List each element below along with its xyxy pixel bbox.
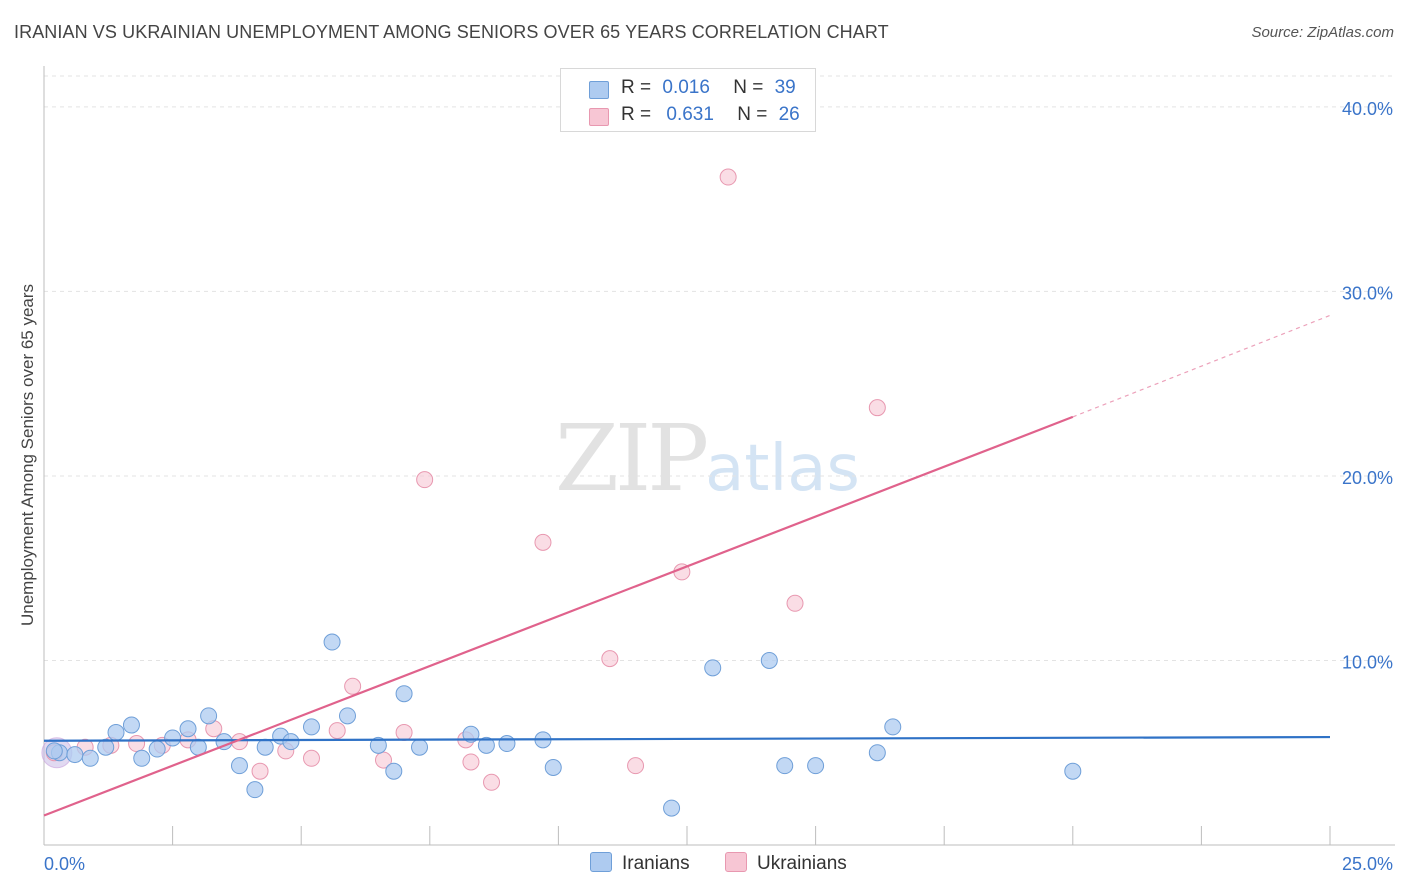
- ukrainians-point-23: [719, 168, 737, 186]
- legend-r-label: R =: [621, 104, 652, 125]
- legend-r-label: R =: [621, 77, 652, 98]
- iranians-point-36: [884, 718, 902, 736]
- ukrainians-point-24: [786, 594, 804, 612]
- ukrainians-point-19: [534, 533, 552, 551]
- legend-n-value-iranians: 39: [774, 77, 796, 98]
- ukrainians-point-25: [868, 399, 886, 417]
- iranians-point-7: [148, 740, 166, 758]
- iranians-point-31: [704, 659, 722, 677]
- ukrainians-trend-extension: [1072, 314, 1331, 418]
- bottom-legend-ukrainians: Ukrainians: [725, 852, 847, 875]
- chart-title: IRANIAN VS UKRAINIAN UNEMPLOYMENT AMONG …: [14, 22, 889, 42]
- iranians-point-29: [544, 759, 562, 776]
- legend-swatch-iranians: [589, 81, 609, 99]
- iranians-point-6: [133, 749, 151, 767]
- iranians-trend-line: [43, 735, 1331, 742]
- y-tick-label-2: 30.0%: [1342, 283, 1393, 303]
- y-tick-label-0: 10.0%: [1342, 652, 1393, 672]
- ukrainians-point-3: [128, 735, 146, 753]
- ukrainians-point-17: [462, 753, 480, 771]
- x-tick-label-0: 0.0%: [44, 854, 85, 874]
- iranians-point-14: [246, 781, 264, 799]
- iranians-point-21: [369, 736, 387, 754]
- ukrainians-point-12: [344, 677, 362, 695]
- iranians-point-18: [302, 718, 320, 736]
- iranians-point-4: [107, 723, 125, 741]
- y-tick-label-1: 20.0%: [1342, 468, 1393, 488]
- watermark: ZIPatlas: [555, 405, 860, 512]
- y-axis-label: Unemployment Among Seniors over 65 years: [18, 283, 37, 627]
- iranians-point-15: [256, 738, 274, 756]
- legend-r-value-ukrainians: 0.631: [666, 104, 714, 125]
- bottom-legend-label-ukrainians: Ukrainians: [757, 853, 847, 874]
- legend-r-value-iranians: 0.016: [662, 77, 710, 98]
- ukrainians-point-11: [328, 722, 346, 740]
- x-tick-label-1: 25.0%: [1342, 854, 1393, 874]
- ukrainians-trend-line: [43, 415, 1074, 817]
- bottom-legend-iranians: Iranians: [590, 852, 690, 875]
- iranians-point-33: [776, 757, 794, 775]
- ukrainians-point-15: [416, 471, 434, 489]
- bottom-legend-label-iranians: Iranians: [622, 853, 690, 874]
- bottom-legend-swatch-iranians: [590, 852, 612, 872]
- iranians-point-19: [323, 633, 341, 651]
- iranians-point-11: [200, 707, 218, 725]
- iranians-point-35: [868, 744, 886, 762]
- ukrainians-point-8: [251, 762, 269, 780]
- iranians-point-23: [395, 685, 413, 703]
- legend-swatch-ukrainians: [589, 108, 609, 126]
- iranians-point-37: [1064, 762, 1082, 780]
- ukrainians-point-10: [302, 749, 320, 767]
- iranians-point-34: [807, 757, 825, 775]
- ukrainians-point-20: [601, 650, 619, 668]
- iranians-point-26: [477, 736, 495, 754]
- ukrainians-point-14: [395, 723, 413, 741]
- ukrainians-point-21: [627, 757, 645, 775]
- watermark-zip: ZIP: [555, 405, 709, 512]
- iranians-point-17: [282, 733, 300, 751]
- iranians-point-5: [122, 716, 140, 734]
- bottom-legend-swatch-ukrainians: [725, 852, 747, 872]
- iranians-point-8: [164, 729, 182, 747]
- correlation-legend: R = 0.016 N = 39 R = 0.631 N = 26: [560, 68, 816, 132]
- iranians-point-24: [411, 738, 429, 756]
- ukrainians-point-18: [483, 773, 501, 791]
- iranians-point-25: [462, 725, 480, 743]
- watermark-atlas: atlas: [705, 432, 860, 506]
- legend-n-label: N =: [733, 77, 764, 98]
- iranians-point-2: [81, 749, 99, 767]
- iranians-point-9: [179, 720, 197, 738]
- iranians-point-1: [66, 746, 84, 764]
- y-tick-label-3: 40.0%: [1342, 99, 1393, 119]
- legend-n-label: N =: [737, 104, 768, 125]
- legend-n-value-ukrainians: 26: [778, 104, 800, 125]
- source-label: Source: ZipAtlas.com: [1251, 24, 1394, 41]
- iranians-point-30: [663, 799, 681, 817]
- iranians-point-27: [498, 735, 516, 753]
- iranians-point-32: [760, 651, 778, 669]
- iranians-point-38: [45, 742, 63, 760]
- iranians-point-3: [97, 738, 115, 756]
- iranians-point-13: [230, 757, 248, 775]
- iranians-point-20: [338, 707, 356, 725]
- iranians-point-22: [385, 762, 403, 780]
